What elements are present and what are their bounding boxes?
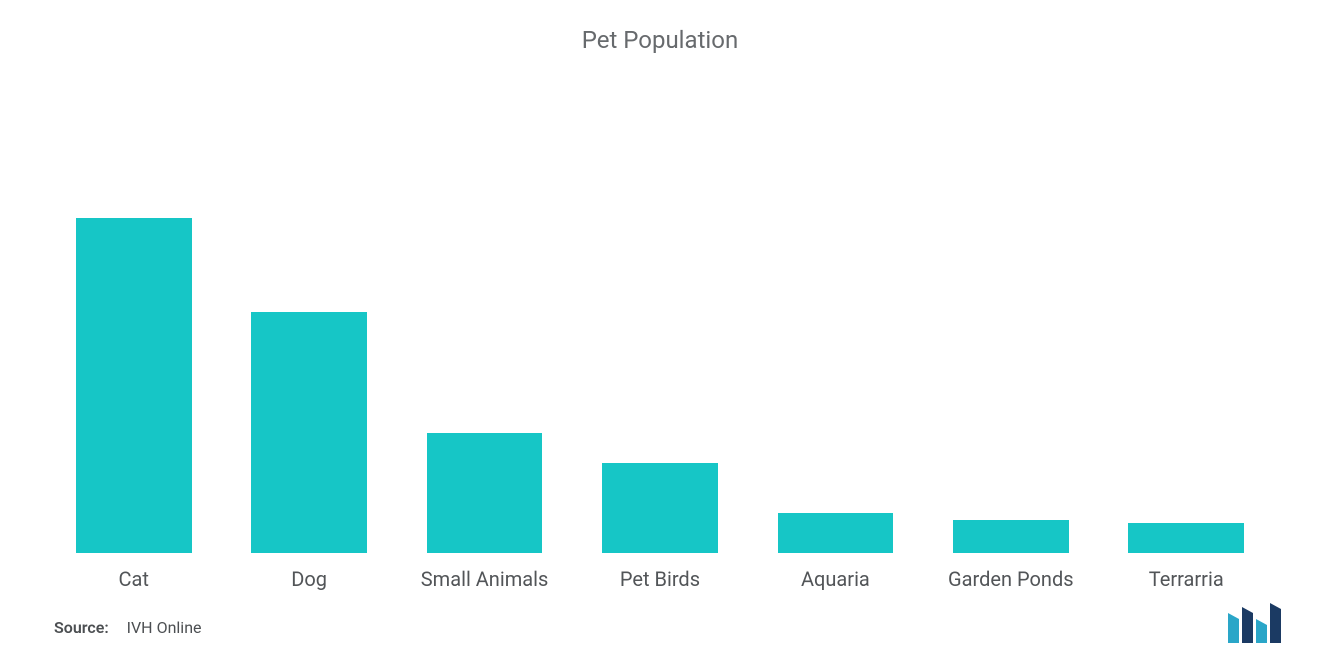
bar bbox=[251, 312, 367, 553]
bar-column: Dog bbox=[221, 64, 396, 595]
bar bbox=[778, 513, 894, 553]
bar-column: Terrarria bbox=[1099, 64, 1274, 595]
x-axis-label: Cat bbox=[118, 567, 148, 595]
x-axis-label: Aquaria bbox=[801, 567, 870, 595]
x-axis-label: Garden Ponds bbox=[948, 567, 1074, 595]
source-footer: Source: IVH Online bbox=[54, 618, 202, 637]
x-axis-label: Pet Birds bbox=[620, 567, 700, 595]
x-axis-label: Terrarria bbox=[1149, 567, 1224, 595]
x-axis-label: Dog bbox=[291, 567, 327, 595]
bar-column: Aquaria bbox=[748, 64, 923, 595]
bar-column: Pet Birds bbox=[572, 64, 747, 595]
bar-chart: Pet Population Cat Dog Small Animals Pet Bi… bbox=[40, 20, 1280, 595]
bar-column: Cat bbox=[46, 64, 221, 595]
bar bbox=[427, 433, 543, 553]
plot-area: Cat Dog Small Animals Pet Birds Aquaria Garde… bbox=[40, 64, 1280, 595]
chart-title: Pet Population bbox=[40, 26, 1280, 54]
source-value: IVH Online bbox=[127, 618, 202, 637]
bar bbox=[953, 520, 1069, 553]
bar bbox=[602, 463, 718, 553]
brand-logo-icon bbox=[1228, 599, 1286, 643]
bar-column: Garden Ponds bbox=[923, 64, 1098, 595]
source-label: Source: bbox=[54, 618, 109, 637]
bar bbox=[76, 218, 192, 553]
x-axis-label: Small Animals bbox=[421, 567, 549, 595]
bar bbox=[1128, 523, 1244, 553]
bar-column: Small Animals bbox=[397, 64, 572, 595]
